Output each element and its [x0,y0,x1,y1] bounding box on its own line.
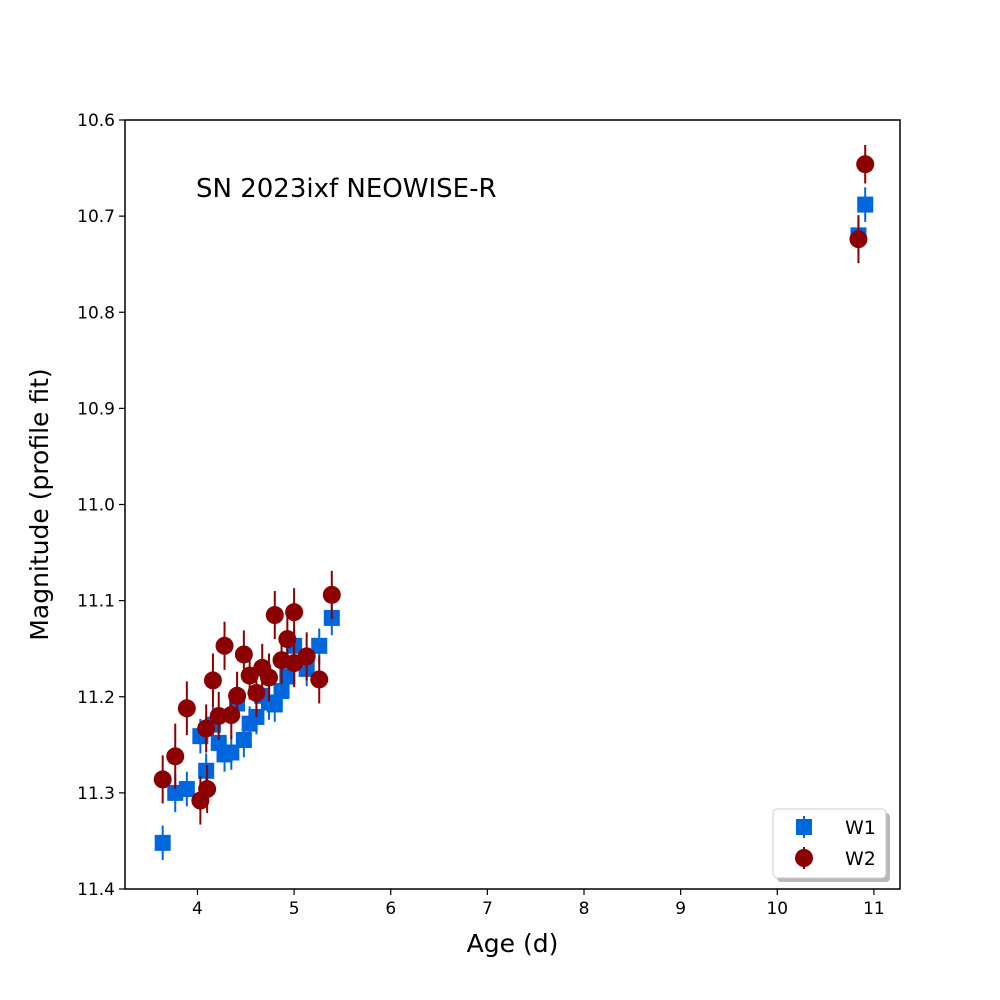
w1-point [273,682,290,699]
w1-point [857,196,874,213]
x-tick-label: 8 [579,899,590,919]
legend: W1 W2 [772,808,890,882]
legend-w1-marker [796,819,812,835]
x-tick-label: 9 [675,899,686,919]
w2-point [247,683,266,702]
x-tick-label: 7 [482,899,493,919]
w1-point [178,781,195,798]
plot-frame [124,119,901,890]
w2-point [285,603,304,622]
y-axis-title: Magnitude (profile fit) [25,368,54,640]
w2-point [177,699,196,718]
w2-point [228,686,247,705]
legend-item-w2: W2 [795,847,876,870]
chart-annotation: SN 2023ixf NEOWISE-R [196,174,497,204]
w2-point [310,670,329,689]
w2-point [265,606,284,625]
w2-point [278,630,297,649]
w2-point [322,585,341,604]
y-tick-label: 10.7 [77,207,115,227]
w2-point [856,155,875,174]
data-marks [153,144,875,861]
y-tick-label: 10.8 [77,303,115,323]
y-tick-label: 11.4 [77,880,115,900]
y-tick-label: 10.6 [77,111,115,131]
y-tick-label: 11.0 [77,496,115,516]
w1-point [154,834,171,851]
w1-point [223,744,240,761]
w1-point [266,696,283,713]
x-axis: 4 5 6 7 8 9 10 11 [192,889,885,919]
legend-w2-marker [795,849,813,867]
y-tick-label: 10.9 [77,399,115,419]
w2-point [234,645,253,664]
plot-area: 4 5 6 7 8 9 10 11 10.610.710.810.911.011.111.21… [77,111,901,919]
legend-w2-label: W2 [845,848,876,870]
x-tick-label: 10 [766,899,788,919]
x-tick-label: 6 [385,899,396,919]
w2-point [297,647,316,666]
x-axis-title: Age (d) [467,929,559,958]
series-w2 [153,144,875,825]
w2-point [849,230,868,249]
w2-point [153,770,172,789]
y-axis: 10.6 10.7 10.8 10.9 11.0 11.1 11.2 11.3 11.4 [77,111,125,900]
series-w1 [154,187,874,861]
legend-w1-label: W1 [845,817,876,839]
x-tick-label: 5 [289,899,300,919]
w2-point [215,636,234,655]
w2-point [166,747,185,766]
w1-point [235,732,252,749]
w2-point [197,719,216,738]
w1-point [279,668,296,685]
x-tick-label: 11 [863,899,885,919]
w2-point [259,668,278,687]
w1-point [311,637,328,654]
x-tick-label: 4 [192,899,203,919]
y-tick-label: 11.1 [77,592,115,612]
w2-point [198,780,217,799]
w2-point [222,706,241,725]
legend-item-w1: W1 [796,816,876,839]
y-tick-label: 11.3 [77,784,115,804]
y-tick-label: 11.2 [77,688,115,708]
w2-point [203,671,222,690]
